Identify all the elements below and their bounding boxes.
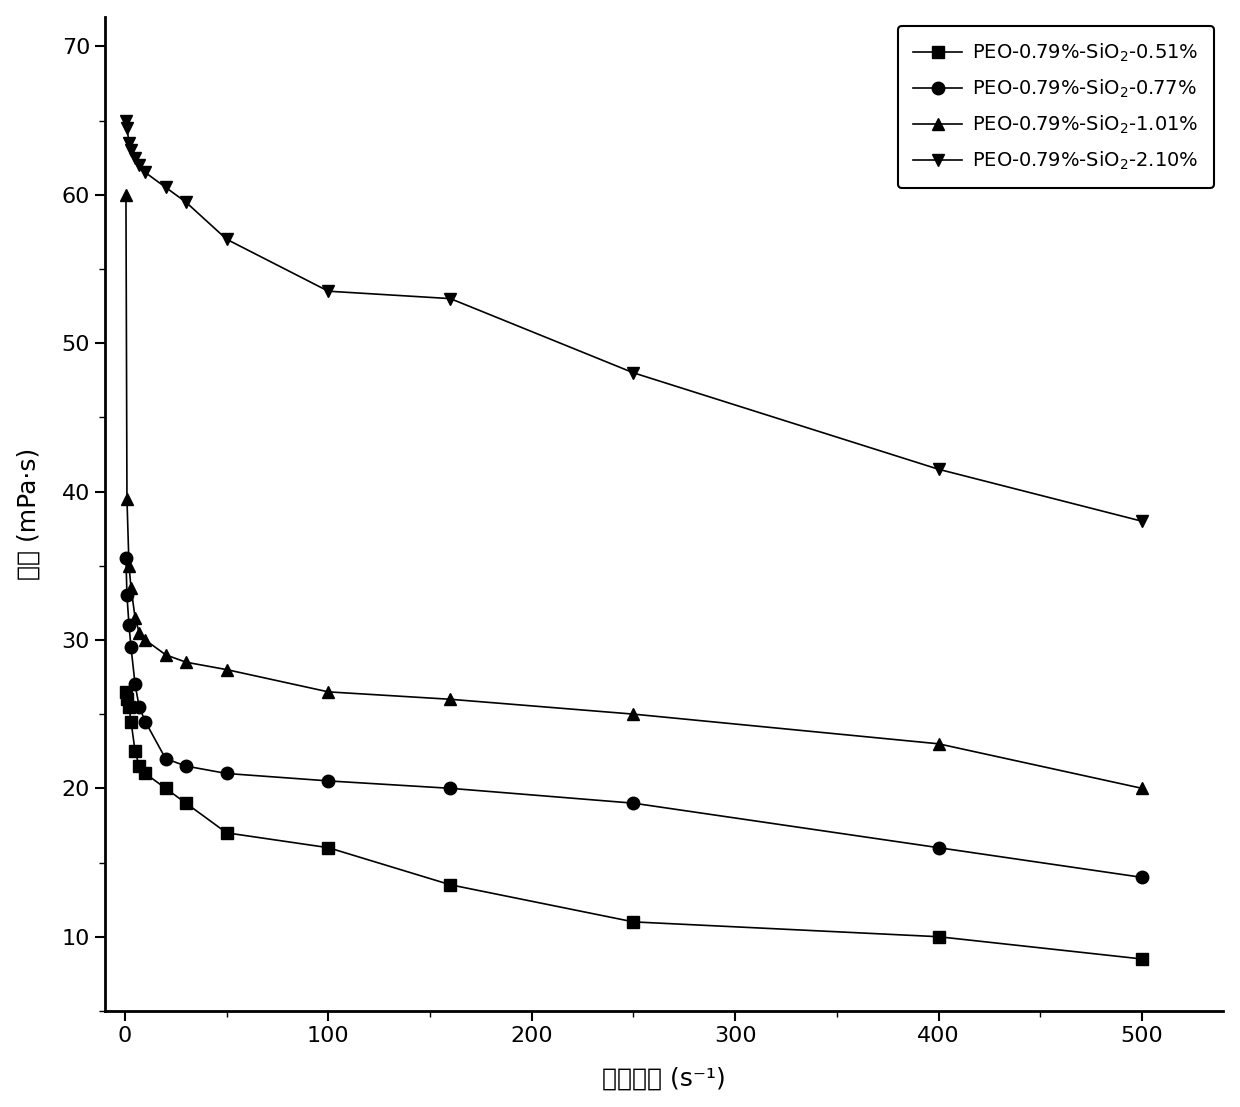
- PEO-0.79%-SiO$_2$-0.51%: [219, 826, 234, 839]
- PEO-0.79%-SiO$_2$-1.01%: [128, 611, 143, 624]
- PEO-0.79%-SiO$_2$-1.01%: [219, 663, 234, 676]
- PEO-0.79%-SiO$_2$-2.10%: [219, 232, 234, 246]
- PEO-0.79%-SiO$_2$-2.10%: [124, 144, 139, 157]
- PEO-0.79%-SiO$_2$-1.01%: [321, 685, 336, 699]
- Line: PEO-0.79%-SiO$_2$-0.77%: PEO-0.79%-SiO$_2$-0.77%: [120, 552, 1148, 883]
- PEO-0.79%-SiO$_2$-1.01%: [443, 693, 458, 706]
- Line: PEO-0.79%-SiO$_2$-0.51%: PEO-0.79%-SiO$_2$-0.51%: [120, 685, 1148, 965]
- PEO-0.79%-SiO$_2$-0.51%: [626, 915, 641, 929]
- Y-axis label: 粘度 (mPa·s): 粘度 (mPa·s): [16, 447, 41, 580]
- PEO-0.79%-SiO$_2$-0.77%: [119, 551, 134, 565]
- PEO-0.79%-SiO$_2$-1.01%: [122, 559, 136, 572]
- PEO-0.79%-SiO$_2$-0.51%: [321, 841, 336, 855]
- PEO-0.79%-SiO$_2$-2.10%: [931, 463, 946, 476]
- PEO-0.79%-SiO$_2$-2.10%: [159, 180, 174, 194]
- PEO-0.79%-SiO$_2$-1.01%: [138, 633, 153, 646]
- PEO-0.79%-SiO$_2$-1.01%: [159, 648, 174, 661]
- PEO-0.79%-SiO$_2$-1.01%: [179, 655, 193, 669]
- PEO-0.79%-SiO$_2$-2.10%: [179, 196, 193, 209]
- Legend: PEO-0.79%-SiO$_2$-0.51%, PEO-0.79%-SiO$_2$-0.77%, PEO-0.79%-SiO$_2$-1.01%, PEO-0: PEO-0.79%-SiO$_2$-0.51%, PEO-0.79%-SiO$_…: [898, 27, 1214, 187]
- PEO-0.79%-SiO$_2$-2.10%: [443, 292, 458, 306]
- PEO-0.79%-SiO$_2$-1.01%: [119, 493, 134, 506]
- PEO-0.79%-SiO$_2$-0.51%: [119, 693, 134, 706]
- PEO-0.79%-SiO$_2$-2.10%: [1135, 515, 1149, 528]
- PEO-0.79%-SiO$_2$-0.77%: [119, 589, 134, 602]
- Line: PEO-0.79%-SiO$_2$-1.01%: PEO-0.79%-SiO$_2$-1.01%: [120, 188, 1148, 795]
- PEO-0.79%-SiO$_2$-1.01%: [626, 707, 641, 721]
- PEO-0.79%-SiO$_2$-2.10%: [119, 122, 134, 135]
- PEO-0.79%-SiO$_2$-0.77%: [124, 641, 139, 654]
- PEO-0.79%-SiO$_2$-0.51%: [1135, 952, 1149, 965]
- PEO-0.79%-SiO$_2$-1.01%: [131, 625, 146, 639]
- X-axis label: 剪切速率 (s⁻¹): 剪切速率 (s⁻¹): [603, 1066, 725, 1090]
- PEO-0.79%-SiO$_2$-2.10%: [119, 114, 134, 127]
- PEO-0.79%-SiO$_2$-0.77%: [138, 715, 153, 728]
- PEO-0.79%-SiO$_2$-2.10%: [321, 284, 336, 298]
- PEO-0.79%-SiO$_2$-0.51%: [122, 700, 136, 713]
- PEO-0.79%-SiO$_2$-0.77%: [128, 677, 143, 691]
- PEO-0.79%-SiO$_2$-0.77%: [931, 841, 946, 855]
- PEO-0.79%-SiO$_2$-1.01%: [1135, 782, 1149, 795]
- PEO-0.79%-SiO$_2$-0.51%: [179, 797, 193, 810]
- PEO-0.79%-SiO$_2$-0.77%: [159, 752, 174, 765]
- PEO-0.79%-SiO$_2$-0.77%: [443, 782, 458, 795]
- PEO-0.79%-SiO$_2$-0.77%: [122, 619, 136, 632]
- PEO-0.79%-SiO$_2$-0.51%: [128, 745, 143, 758]
- PEO-0.79%-SiO$_2$-0.51%: [931, 930, 946, 943]
- PEO-0.79%-SiO$_2$-0.77%: [179, 759, 193, 773]
- PEO-0.79%-SiO$_2$-1.01%: [119, 188, 134, 201]
- PEO-0.79%-SiO$_2$-2.10%: [122, 136, 136, 149]
- PEO-0.79%-SiO$_2$-0.77%: [1135, 871, 1149, 884]
- PEO-0.79%-SiO$_2$-1.01%: [124, 581, 139, 594]
- PEO-0.79%-SiO$_2$-2.10%: [128, 151, 143, 164]
- PEO-0.79%-SiO$_2$-0.51%: [443, 878, 458, 891]
- PEO-0.79%-SiO$_2$-2.10%: [131, 158, 146, 172]
- PEO-0.79%-SiO$_2$-0.77%: [626, 797, 641, 810]
- PEO-0.79%-SiO$_2$-0.77%: [219, 767, 234, 780]
- PEO-0.79%-SiO$_2$-0.51%: [124, 715, 139, 728]
- PEO-0.79%-SiO$_2$-0.77%: [321, 774, 336, 787]
- PEO-0.79%-SiO$_2$-0.77%: [131, 700, 146, 713]
- PEO-0.79%-SiO$_2$-0.51%: [138, 767, 153, 780]
- PEO-0.79%-SiO$_2$-2.10%: [626, 366, 641, 380]
- Line: PEO-0.79%-SiO$_2$-2.10%: PEO-0.79%-SiO$_2$-2.10%: [120, 114, 1148, 527]
- PEO-0.79%-SiO$_2$-2.10%: [138, 166, 153, 179]
- PEO-0.79%-SiO$_2$-0.51%: [159, 782, 174, 795]
- PEO-0.79%-SiO$_2$-0.51%: [119, 685, 134, 699]
- PEO-0.79%-SiO$_2$-0.51%: [131, 759, 146, 773]
- PEO-0.79%-SiO$_2$-1.01%: [931, 737, 946, 751]
